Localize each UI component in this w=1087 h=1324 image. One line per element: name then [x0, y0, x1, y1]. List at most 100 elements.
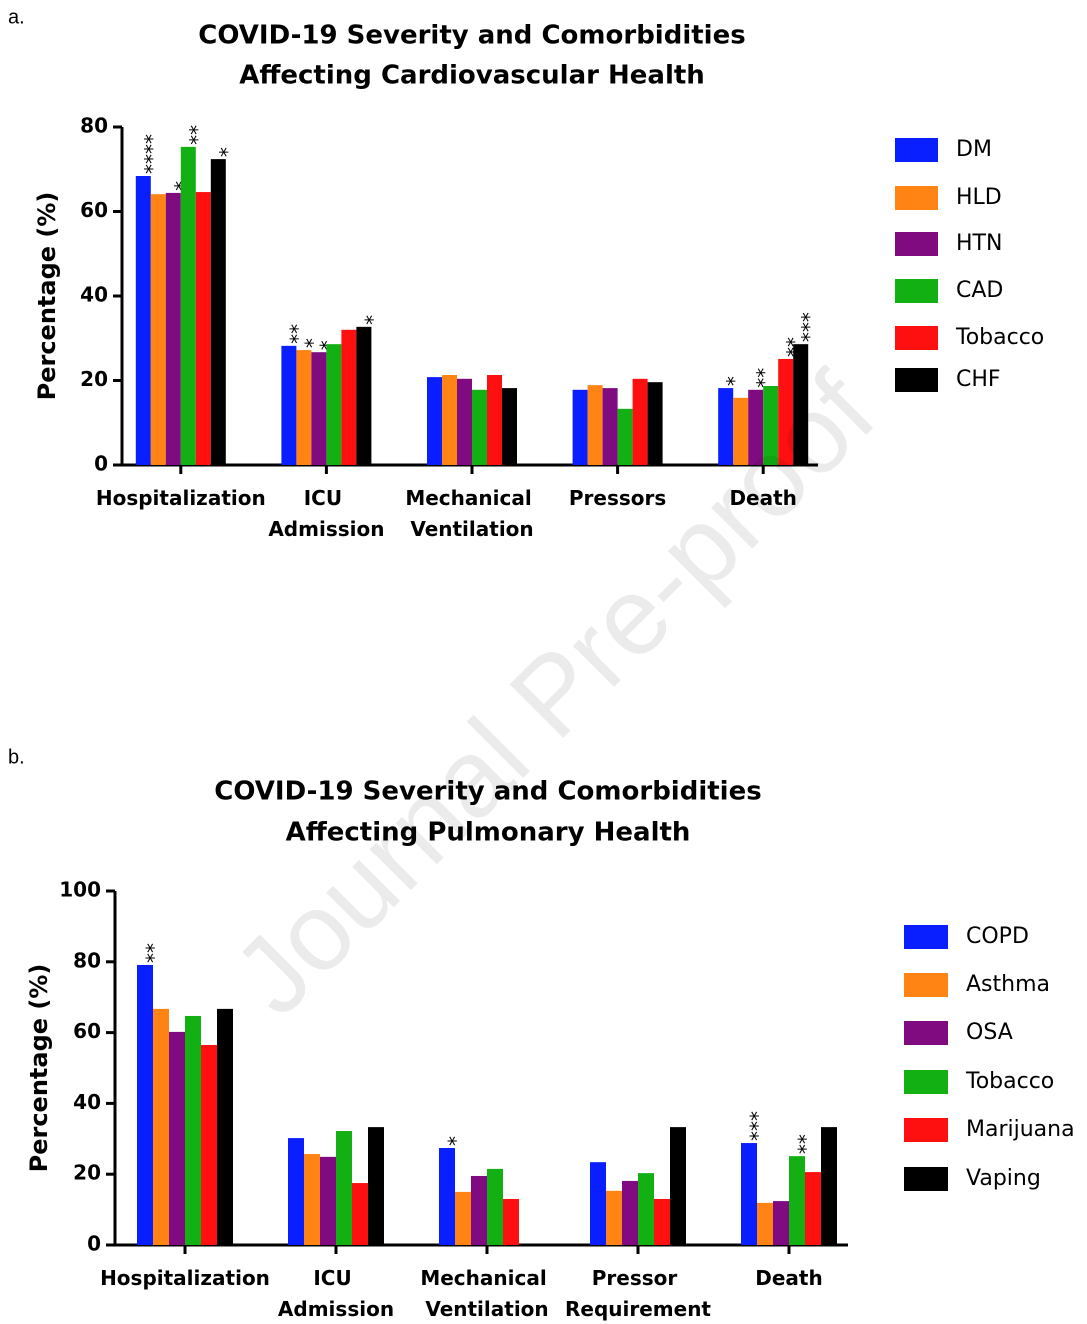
legend-swatch	[895, 368, 938, 392]
bar	[201, 1044, 217, 1245]
bar	[741, 1143, 757, 1245]
bar	[217, 1008, 233, 1245]
x-tick-label: Mechanical Ventilation	[405, 486, 538, 541]
bar	[356, 326, 372, 465]
y-tick-label: 80	[80, 114, 108, 138]
chart-title: Affecting Cardiovascular Health	[239, 61, 705, 91]
bar	[185, 1015, 201, 1245]
bar	[622, 1180, 638, 1245]
bar	[180, 146, 196, 466]
significance-stars: **	[787, 1134, 811, 1154]
bar	[733, 397, 749, 465]
x-tick-label: Mechanical Ventilation	[420, 1266, 553, 1321]
bar	[442, 375, 457, 465]
bar	[472, 389, 487, 465]
chart-title: COVID-19 Severity and Comorbidities	[198, 21, 745, 51]
legend-swatch	[895, 186, 938, 210]
x-tick-label: Hospitalization	[96, 486, 266, 510]
legend-label: Asthma	[966, 972, 1050, 997]
bar	[789, 1156, 805, 1245]
y-tick-label: 100	[59, 878, 101, 902]
bar	[210, 159, 226, 466]
significance-stars: ***	[790, 312, 814, 342]
bar	[793, 344, 809, 465]
x-tick-label: Death	[729, 486, 796, 510]
y-tick-label: 40	[80, 283, 108, 307]
bar	[805, 1172, 821, 1245]
bar	[654, 1198, 670, 1245]
y-axis-label: Percentage (%)	[33, 192, 61, 401]
x-tick-label: Hospitalization	[100, 1266, 270, 1290]
bar	[617, 408, 633, 465]
bar	[304, 1154, 320, 1245]
y-tick-label: 40	[73, 1090, 101, 1114]
bar	[137, 964, 153, 1245]
bar	[455, 1191, 471, 1245]
bar	[590, 1162, 606, 1245]
significance-stars: **	[278, 324, 302, 344]
bar	[572, 389, 588, 465]
bar	[638, 1173, 654, 1245]
significance-stars: *	[163, 181, 187, 191]
bar	[503, 1198, 519, 1245]
y-tick-label: 20	[73, 1161, 101, 1185]
bar	[748, 389, 764, 465]
bar	[281, 345, 297, 465]
bar	[169, 1031, 185, 1245]
bar	[763, 385, 779, 465]
y-tick-label: 0	[94, 452, 108, 476]
bar	[439, 1148, 455, 1245]
bar	[487, 375, 502, 465]
legend-label: CHF	[956, 367, 1001, 392]
significance-stars: *	[715, 376, 739, 386]
bar	[150, 194, 166, 466]
significance-stars: *	[293, 338, 317, 348]
bar	[336, 1131, 352, 1245]
significance-stars: ***	[739, 1111, 763, 1141]
legend-label: HLD	[956, 185, 1002, 210]
chart-title: Affecting Pulmonary Health	[286, 818, 691, 848]
bar	[471, 1175, 487, 1245]
legend-label: Tobacco	[955, 325, 1044, 350]
y-tick-label: 60	[73, 1019, 101, 1043]
panel-label: a.	[8, 6, 25, 28]
legend-swatch	[904, 925, 948, 949]
significance-stars: ****	[133, 134, 157, 174]
legend-swatch	[904, 1167, 948, 1191]
bar	[606, 1190, 622, 1245]
legend-swatch	[895, 138, 938, 162]
bar	[632, 378, 648, 465]
bar	[670, 1127, 686, 1245]
legend-swatch	[904, 973, 948, 997]
bar	[502, 388, 517, 465]
x-tick-label: ICU Admission	[278, 1266, 394, 1321]
legend-label: COPD	[966, 924, 1029, 949]
legend-label: CAD	[956, 278, 1003, 303]
bar	[773, 1201, 789, 1245]
bar	[821, 1127, 837, 1245]
bar	[427, 377, 442, 465]
significance-stars: *	[437, 1136, 461, 1146]
bar	[326, 344, 342, 465]
legend-label: Vaping	[966, 1166, 1041, 1191]
bar	[153, 1008, 169, 1245]
chart-title: COVID-19 Severity and Comorbidities	[214, 777, 761, 807]
legend-swatch	[904, 1070, 948, 1094]
bar	[311, 352, 327, 465]
significance-stars: *	[353, 315, 377, 325]
bar	[602, 388, 618, 465]
bar	[487, 1168, 503, 1245]
legend-label: DM	[956, 137, 992, 162]
bar	[352, 1183, 368, 1245]
bar	[296, 350, 312, 465]
bar	[165, 192, 181, 465]
significance-stars: **	[178, 125, 202, 145]
bar	[718, 388, 734, 465]
panel-label: b.	[8, 746, 25, 768]
legend-label: Marijuana	[966, 1117, 1075, 1142]
y-tick-label: 60	[80, 198, 108, 222]
significance-stars: *	[308, 340, 332, 350]
legend-swatch	[904, 1118, 948, 1142]
bar	[757, 1202, 773, 1245]
